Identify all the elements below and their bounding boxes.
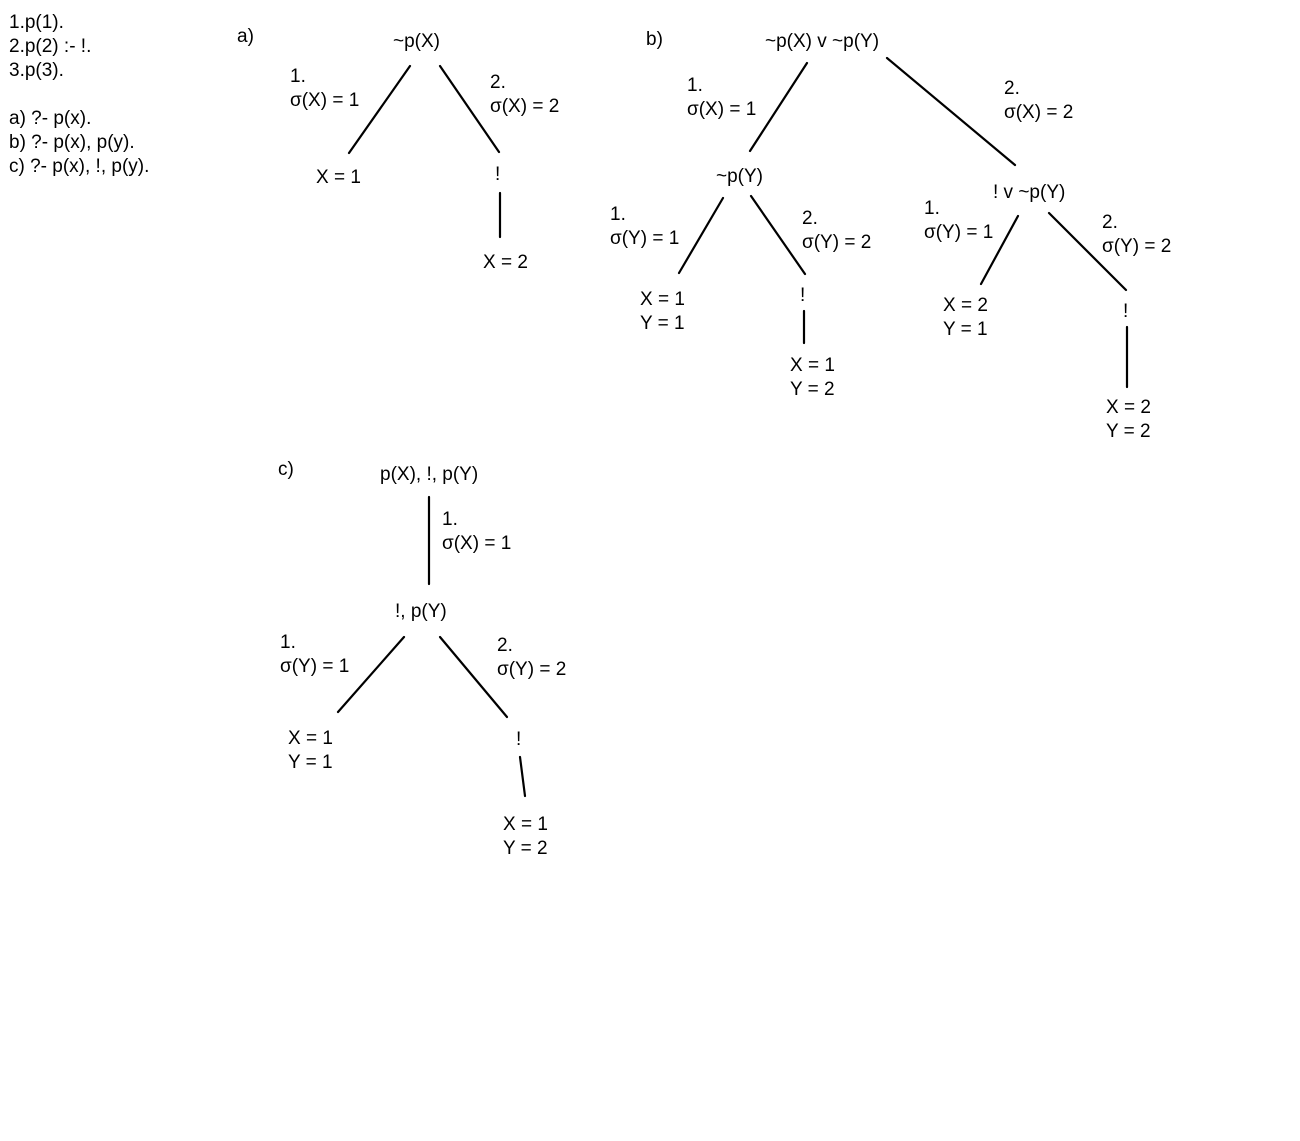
tree-b-right-edge-2-substitution: σ(Y) = 2	[1102, 236, 1171, 257]
tree-c-cut: !	[516, 729, 521, 750]
tree-b-cut-left: !	[800, 285, 805, 306]
tree-a-leaf-1: X = 1	[316, 167, 361, 188]
program-listing: 1.p(1). 2.p(2) :- !. 3.p(3). a) ?- p(x).…	[9, 12, 149, 177]
tree-c-root-edge-number: 1.	[442, 509, 458, 530]
tree-c-leaf-1-y: Y = 1	[288, 752, 333, 773]
tree-c: c) p(X), !, p(Y) 1. σ(X) = 1 !, p(Y) 1. …	[278, 459, 566, 859]
tree-b-left-node: ~p(Y)	[716, 166, 763, 187]
tree-c-edge-1-number: 1.	[280, 632, 296, 653]
tree-b-leaf-ll-y: Y = 1	[640, 313, 685, 334]
tree-b-leaf-lr-y: Y = 2	[790, 379, 835, 400]
tree-a-leaf-2: X = 2	[483, 252, 528, 273]
tree-a-edge-1-substitution: σ(X) = 1	[290, 90, 359, 111]
tree-b-edge-2	[885, 56, 1017, 167]
tree-b-left-edge-2-substitution: σ(Y) = 2	[802, 232, 871, 253]
tree-b-edge-2-number: 2.	[1004, 78, 1020, 99]
query-b: b) ?- p(x), p(y).	[9, 132, 135, 153]
tree-b-leaf-rl-y: Y = 1	[943, 319, 988, 340]
tree-a: a) ~p(X) 1. σ(X) = 1 2. σ(X) = 2 X = 1 !…	[237, 26, 559, 273]
tree-b-leaf-rl-x: X = 2	[943, 295, 988, 316]
tree-b-edge-1-substitution: σ(X) = 1	[687, 99, 756, 120]
clause-1: 1.p(1).	[9, 12, 64, 33]
tree-b-leaf-rr-y: Y = 2	[1106, 421, 1151, 442]
tree-a-edge-1-number: 1.	[290, 66, 306, 87]
tree-b-label: b)	[646, 29, 663, 50]
tree-b-right-node: ! v ~p(Y)	[993, 182, 1065, 203]
tree-b-left-edge-1	[677, 196, 725, 275]
tree-a-root: ~p(X)	[393, 31, 440, 52]
tree-b-edge-1-number: 1.	[687, 75, 703, 96]
tree-c-cut-edge	[518, 755, 527, 798]
tree-c-edge-2	[438, 635, 509, 719]
tree-c-root-edge-substitution: σ(X) = 1	[442, 533, 511, 554]
tree-a-cut: !	[495, 164, 500, 185]
tree-c-label: c)	[278, 459, 294, 480]
tree-b-right-edge-1-number: 1.	[924, 198, 940, 219]
tree-c-mid-node: !, p(Y)	[395, 601, 447, 622]
tree-b-cut-right: !	[1123, 301, 1128, 322]
tree-b-left-edge-2	[749, 194, 807, 276]
clause-2: 2.p(2) :- !.	[9, 36, 91, 57]
tree-c-leaf-2-x: X = 1	[503, 814, 548, 835]
tree-b-edge-1	[748, 61, 809, 153]
tree-b-left-edge-1-substitution: σ(Y) = 1	[610, 228, 679, 249]
tree-c-edge-2-number: 2.	[497, 635, 513, 656]
tree-b-leaf-rr-x: X = 2	[1106, 397, 1151, 418]
tree-c-edge-2-substitution: σ(Y) = 2	[497, 659, 566, 680]
tree-b-left-edge-2-number: 2.	[802, 208, 818, 229]
tree-c-edge-1	[336, 635, 406, 714]
tree-b-right-edge-2-number: 2.	[1102, 212, 1118, 233]
tree-b-leaf-ll-x: X = 1	[640, 289, 685, 310]
tree-a-edge-2	[438, 64, 501, 154]
tree-b-right-edge-2	[1047, 211, 1128, 292]
tree-a-edge-2-substitution: σ(X) = 2	[490, 96, 559, 117]
tree-c-edge-1-substitution: σ(Y) = 1	[280, 656, 349, 677]
tree-a-edge-1	[347, 64, 412, 155]
tree-b-leaf-lr-x: X = 1	[790, 355, 835, 376]
tree-c-leaf-2-y: Y = 2	[503, 838, 548, 859]
tree-a-edge-2-number: 2.	[490, 72, 506, 93]
tree-b-root: ~p(X) v ~p(Y)	[765, 31, 879, 52]
query-a: a) ?- p(x).	[9, 108, 91, 129]
query-c: c) ?- p(x), !, p(y).	[9, 156, 149, 177]
tree-b-left-edge-1-number: 1.	[610, 204, 626, 225]
tree-b-right-edge-1-substitution: σ(Y) = 1	[924, 222, 993, 243]
tree-a-label: a)	[237, 26, 254, 47]
clause-3: 3.p(3).	[9, 60, 64, 81]
tree-b: b) ~p(X) v ~p(Y) 1. σ(X) = 1 2. σ(X) = 2…	[610, 29, 1171, 442]
tree-b-right-edge-1	[979, 214, 1020, 286]
tree-c-leaf-1-x: X = 1	[288, 728, 333, 749]
tree-b-edge-2-substitution: σ(X) = 2	[1004, 102, 1073, 123]
tree-c-root: p(X), !, p(Y)	[380, 464, 478, 485]
